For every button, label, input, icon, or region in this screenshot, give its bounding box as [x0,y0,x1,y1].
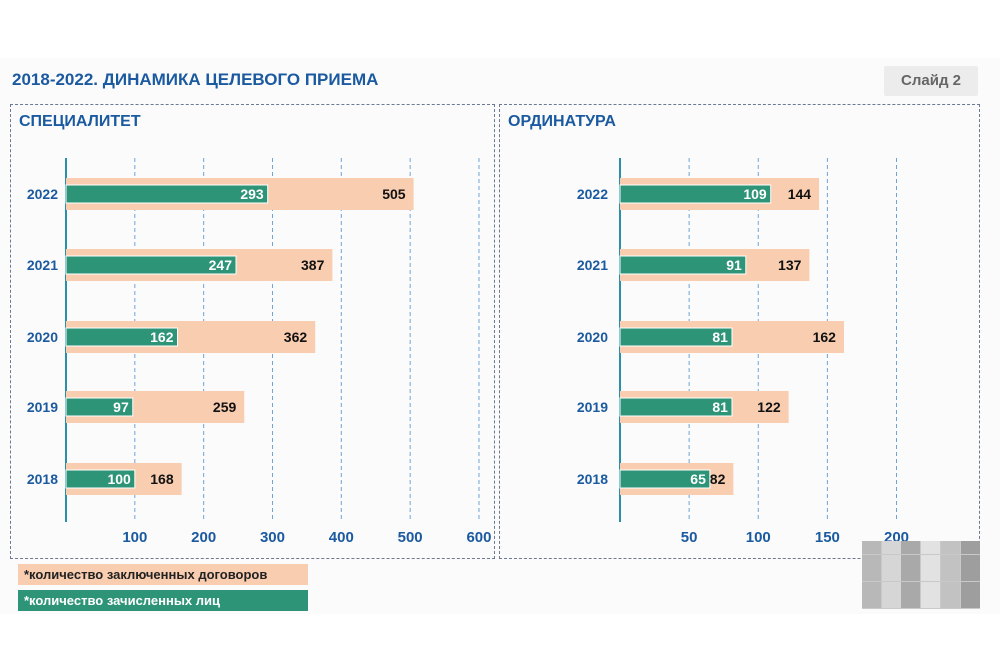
specialitet-panel: СПЕЦИАЛИТЕТ [10,104,495,559]
specialitet-year-label: 2019 [27,399,58,415]
ordinatura-tick-label: 50 [681,529,698,546]
video-tile [921,595,941,609]
video-tile [960,581,980,595]
video-tile [960,541,980,554]
specialitet-year-label: 2020 [27,329,58,345]
specialitet-contracts-label: 505 [382,186,406,202]
ordinatura-enrolled-bar [619,255,747,275]
video-tile [881,554,901,568]
slide-title: 2018-2022. ДИНАМИКА ЦЕЛЕВОГО ПРИЕМА [12,70,379,89]
video-tile [940,541,960,554]
ordinatura-enrolled-label: 65 [690,471,706,487]
video-tile [921,568,941,582]
video-tile [921,554,941,568]
video-tile [940,568,960,582]
specialitet-enrolled-label: 100 [107,471,131,487]
ordinatura-title: ОРДИНАТУРА [508,113,616,130]
ordinatura-enrolled-bar [619,184,772,204]
ordinatura-contracts-label: 144 [788,186,812,202]
video-tile [960,554,980,568]
ordinatura-tick-label: 150 [815,529,840,546]
video-tile [862,568,881,582]
ordinatura-year-label: 2020 [577,329,608,345]
specialitet-chart: 100 200 300 400 500 600 2022 505 293 2021 387 247 20… [27,158,491,546]
specialitet-tick-label: 400 [329,529,354,546]
video-tile [862,541,881,554]
specialitet-enrolled-label: 247 [209,257,233,273]
video-tile [960,568,980,582]
ordinatura-year-label: 2018 [577,471,608,487]
video-tile [901,554,921,568]
video-tile [901,541,921,554]
ordinatura-enrolled-bar [619,327,733,347]
specialitet-tick-label: 300 [260,529,285,546]
video-tile [901,568,921,582]
video-tile [940,581,960,595]
specialitet-enrolled-bar [65,397,134,417]
specialitet-enrolled-label: 162 [150,329,174,345]
video-tile [901,595,921,609]
ordinatura-enrolled-label: 109 [743,186,767,202]
video-tile [881,581,901,595]
specialitet-contracts-label: 387 [301,257,325,273]
specialitet-year-label: 2021 [27,257,58,273]
slide-number-badge: Слайд 2 [884,66,978,96]
specialitet-enrolled-bar [65,469,136,489]
legend-enrolled: *количество зачисленных лиц [18,590,308,611]
video-tile [881,568,901,582]
specialitet-enrolled-bar [65,327,179,347]
video-tile [862,581,881,595]
video-tile [881,541,901,554]
specialitet-title: СПЕЦИАЛИТЕТ [19,113,141,130]
ordinatura-contracts-label: 82 [710,471,726,487]
specialitet-tick-label: 200 [191,529,216,546]
specialitet-contracts-label: 362 [284,329,308,345]
specialitet-contracts-label: 259 [213,399,237,415]
ordinatura-panel: ОРДИНАТУРА [499,104,980,559]
ordinatura-enrolled-label: 91 [726,257,742,273]
specialitet-year-label: 2022 [27,186,58,202]
video-tile [940,554,960,568]
video-tile [960,595,980,609]
ordinatura-year-label: 2021 [577,257,608,273]
specialitet-tick-label: 100 [122,529,147,546]
video-tile [940,595,960,609]
ordinatura-contracts-label: 137 [778,257,802,273]
video-tile [881,595,901,609]
ordinatura-enrolled-label: 81 [712,329,728,345]
specialitet-enrolled-bar [65,255,237,275]
specialitet-contracts-label: 168 [150,471,174,487]
ordinatura-year-label: 2022 [577,186,608,202]
specialitet-enrolled-bar [65,184,269,204]
specialitet-tick-label: 500 [398,529,423,546]
specialitet-tick-label: 600 [466,529,491,546]
ordinatura-enrolled-label: 81 [712,399,728,415]
ordinatura-enrolled-bar [619,469,711,489]
specialitet-enrolled-label: 97 [113,399,129,415]
legend-contracts: *количество заключенных договоров [18,564,308,585]
video-tile [901,581,921,595]
ordinatura-tick-label: 100 [746,529,771,546]
ordinatura-year-label: 2019 [577,399,608,415]
video-tile [862,554,881,568]
specialitet-year-label: 2018 [27,471,58,487]
video-tile [921,581,941,595]
video-tile [862,595,881,609]
specialitet-enrolled-label: 293 [240,186,264,202]
ordinatura-enrolled-bar [619,397,733,417]
video-tile [921,541,941,554]
video-conference-thumbnail [862,541,980,609]
ordinatura-contracts-label: 122 [757,399,781,415]
ordinatura-contracts-label: 162 [813,329,837,345]
